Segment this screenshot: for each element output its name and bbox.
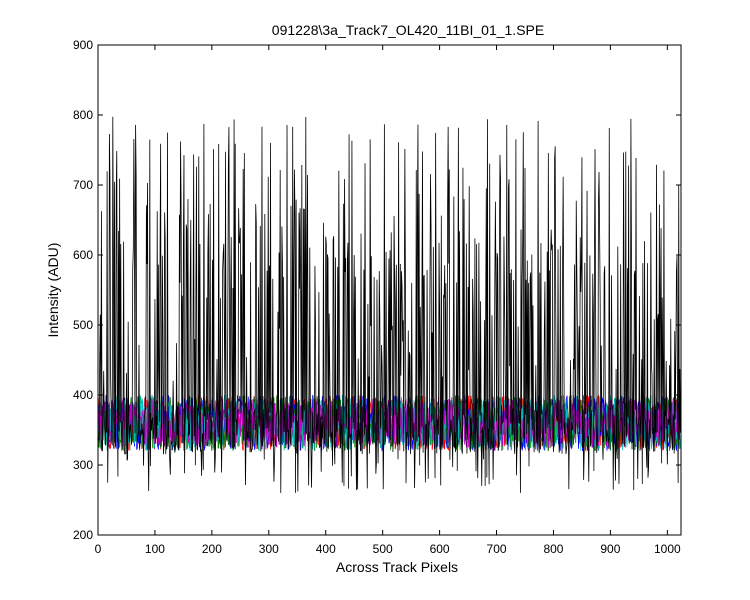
y-tick-label: 700 bbox=[73, 178, 93, 192]
y-tick-label: 200 bbox=[73, 528, 93, 542]
y-tick-label: 800 bbox=[73, 108, 93, 122]
x-tick-label: 900 bbox=[600, 542, 620, 556]
y-axis-title: Intensity (ADU) bbox=[45, 243, 61, 338]
x-tick-label: 700 bbox=[487, 542, 507, 556]
x-tick-label: 1000 bbox=[654, 542, 681, 556]
series-group bbox=[97, 116, 681, 494]
chart-title: 091228\3a_Track7_OL420_11BI_01_1.SPE bbox=[272, 22, 544, 38]
x-axis-title: Across Track Pixels bbox=[336, 559, 458, 575]
x-tick-label: 600 bbox=[430, 542, 450, 556]
x-tick-label: 400 bbox=[316, 542, 336, 556]
x-tick-label: 100 bbox=[145, 542, 165, 556]
x-tick-label: 200 bbox=[202, 542, 222, 556]
x-tick-label: 800 bbox=[543, 542, 563, 556]
y-tick-label: 500 bbox=[73, 318, 93, 332]
y-tick-label: 300 bbox=[73, 458, 93, 472]
y-tick-label: 900 bbox=[73, 38, 93, 52]
x-tick-label: 500 bbox=[373, 542, 393, 556]
plot-frame bbox=[97, 44, 682, 536]
y-tick-label: 400 bbox=[73, 388, 93, 402]
ticks-group: 0 100 200 300 400 500 600 700 800 900 1000 200 300 40… bbox=[73, 38, 681, 556]
y-tick-label: 600 bbox=[73, 248, 93, 262]
series-line-0 bbox=[97, 116, 681, 494]
x-tick-label: 0 bbox=[95, 542, 102, 556]
x-tick-label: 300 bbox=[259, 542, 279, 556]
